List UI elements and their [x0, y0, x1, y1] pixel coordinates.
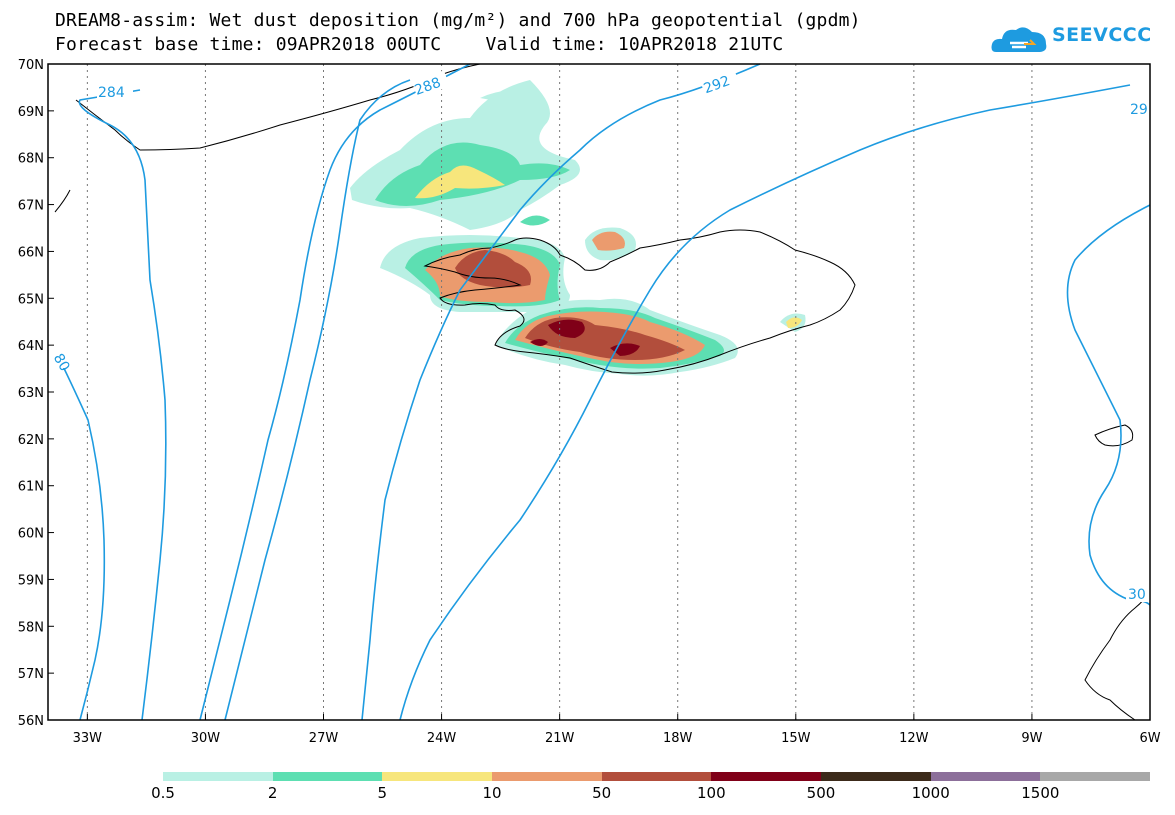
- legend-label: 1500: [1021, 784, 1060, 802]
- contour-300: [1066, 204, 1151, 606]
- contour-label: 30: [1128, 587, 1146, 603]
- contour-label: 80: [50, 351, 73, 374]
- latitude-axis: 70N 69N 68N 67N 66N 65N 64N 63N 62N 61N 60N 59N 58N 5…: [18, 58, 54, 729]
- map-subtitle-times: Forecast base time: 09APR2018 00UTC Vali…: [55, 34, 784, 55]
- longitude-label: 33W: [73, 731, 103, 746]
- dust-area-5: [786, 317, 802, 328]
- latitude-label: 62N: [18, 433, 44, 448]
- contour-288b: [224, 79, 411, 721]
- longitude-label: 18W: [663, 731, 693, 746]
- latitude-label: 63N: [18, 386, 44, 401]
- dust-area-100: [530, 339, 548, 346]
- dust-area-10: [592, 231, 625, 251]
- contour-label: 292: [702, 73, 733, 97]
- latitude-label: 69N: [18, 105, 44, 120]
- longitude-label: 15W: [781, 731, 811, 746]
- logo-text: SEEVCCC: [1052, 24, 1152, 46]
- latitude-label: 66N: [18, 245, 44, 260]
- faroe-coast: [1094, 424, 1134, 447]
- legend-swatch: [1040, 772, 1151, 781]
- contour-label: 288: [413, 75, 444, 99]
- legend-swatch: [930, 772, 1041, 781]
- coastline: [54, 63, 1151, 721]
- geopotential-contours: [54, 63, 1151, 721]
- legend-swatch: [492, 772, 602, 781]
- dust-area-0.5: [480, 90, 540, 102]
- map-title: DREAM8-assim: Wet dust deposition (mg/m²…: [55, 10, 861, 31]
- dust-area-5: [415, 165, 505, 199]
- legend-swatch: [382, 772, 493, 781]
- latitude-label: 60N: [18, 527, 44, 542]
- longitude-label: 24W: [427, 731, 457, 746]
- latitude-label: 57N: [18, 667, 44, 682]
- cloud-logo-icon: [991, 27, 1047, 52]
- legend-swatch: [272, 772, 383, 781]
- longitude-label: 9W: [1021, 731, 1042, 746]
- latitude-label: 68N: [18, 152, 44, 167]
- longitude-label: 21W: [545, 731, 575, 746]
- longitude-axis: 33W 30W 27W 24W 21W 18W 15W 12W 9W 6W: [73, 714, 1161, 746]
- map-grid: [86, 64, 1033, 720]
- latitude-label: 61N: [18, 480, 44, 495]
- legend-label: 100: [697, 784, 726, 802]
- latitude-label: 67N: [18, 199, 44, 214]
- dust-area-2: [520, 215, 550, 226]
- dust-area-100: [548, 319, 585, 338]
- iceland-coast: [423, 229, 856, 374]
- contour-label: 29: [1130, 102, 1148, 118]
- latitude-label: 56N: [18, 714, 44, 729]
- greenland-east-coast: [54, 189, 71, 213]
- map-frame: [47, 63, 1151, 721]
- legend-swatch: [601, 772, 712, 781]
- legend-label: 0.5: [151, 784, 175, 802]
- latitude-label: 65N: [18, 292, 44, 307]
- contour-label: 284: [98, 85, 125, 101]
- legend-label: 500: [806, 784, 836, 802]
- legend-label: 10: [482, 784, 502, 802]
- dust-deposition-field: [350, 80, 806, 376]
- contour-288: [199, 63, 471, 721]
- contour-296: [399, 84, 1131, 721]
- longitude-label: 30W: [191, 731, 221, 746]
- contour-280: [54, 349, 106, 721]
- legend-swatch: [163, 772, 273, 781]
- contour-292: [361, 63, 761, 721]
- longitude-label: 27W: [309, 731, 339, 746]
- scotland-coast: [1084, 589, 1151, 721]
- legend-label: 1000: [911, 784, 950, 802]
- dust-area-50: [455, 250, 531, 288]
- latitude-label: 59N: [18, 573, 44, 588]
- legend-label: 50: [592, 784, 612, 802]
- legend-swatch: [821, 772, 931, 781]
- legend-swatch: [711, 772, 822, 781]
- latitude-label: 58N: [18, 620, 44, 635]
- latitude-label: 70N: [18, 58, 44, 73]
- longitude-label: 12W: [899, 731, 929, 746]
- legend-label: 5: [377, 784, 388, 802]
- contour-284: [78, 89, 167, 721]
- latitude-label: 64N: [18, 339, 44, 354]
- longitude-label: 6W: [1139, 731, 1160, 746]
- legend-label: 2: [267, 784, 278, 802]
